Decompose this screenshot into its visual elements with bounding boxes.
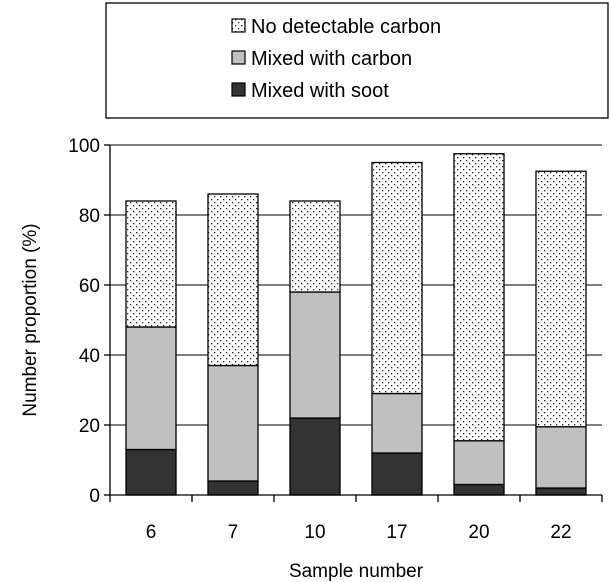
plot-area: 0 20 40 60 80 100 6 7 10 17 20 22	[68, 136, 603, 543]
y-tick-label: 20	[79, 416, 100, 437]
bar-mixed-with-soot-7	[207, 480, 259, 496]
bar-mixed-with-soot-17	[371, 452, 423, 496]
x-tick-label: 20	[468, 522, 489, 543]
x-tick-label: 10	[304, 522, 325, 543]
bar-mixed-with-carbon-6	[125, 326, 177, 451]
bar-mixed-with-soot-22	[535, 487, 587, 496]
bars	[125, 153, 587, 496]
gridlines	[110, 144, 602, 426]
bar-no-detectable-carbon-22	[535, 170, 587, 428]
bar-no-detectable-carbon-17	[371, 161, 423, 395]
x-axis-ticks: 6 7 10 17 20 22	[109, 495, 603, 543]
y-tick-label: 0	[89, 486, 100, 507]
bar-mixed-with-carbon-20	[453, 440, 505, 486]
y-tick-label: 100	[68, 136, 100, 157]
x-tick-label: 17	[386, 522, 407, 543]
x-axis-title: Sample number	[289, 561, 424, 582]
bar-mixed-with-soot-6	[125, 448, 177, 496]
legend-swatch-no-detectable-carbon	[231, 18, 246, 33]
x-tick-label: 6	[146, 522, 157, 543]
bar-no-detectable-carbon-10	[289, 200, 341, 293]
bar-mixed-with-soot-10	[289, 417, 341, 496]
y-axis-ticks: 0 20 40 60 80 100	[68, 136, 110, 507]
bar-no-detectable-carbon-20	[453, 153, 505, 442]
legend-swatch-mixed-with-soot	[231, 82, 246, 97]
y-axis-title: Number proportion (%)	[20, 223, 41, 416]
legend-label-mixed-with-soot: Mixed with soot	[251, 80, 389, 102]
legend-swatch-mixed-with-carbon	[231, 50, 246, 65]
x-tick-label: 7	[228, 522, 239, 543]
x-tick-label: 22	[550, 522, 571, 543]
legend-label-no-detectable-carbon: No detectable carbon	[251, 16, 441, 38]
bar-no-detectable-carbon-7	[207, 193, 259, 367]
legend-label-mixed-with-carbon: Mixed with carbon	[251, 48, 412, 70]
bar-mixed-with-carbon-7	[207, 364, 259, 482]
bar-mixed-with-carbon-10	[289, 291, 341, 419]
bar-no-detectable-carbon-6	[125, 200, 177, 328]
bar-mixed-with-carbon-17	[371, 392, 423, 454]
legend-box	[105, 2, 609, 119]
legend: No detectable carbon Mixed with carbon Mix…	[105, 2, 609, 119]
y-tick-label: 60	[79, 276, 100, 297]
y-tick-label: 80	[79, 206, 100, 227]
bar-mixed-with-carbon-22	[535, 426, 587, 489]
bar-mixed-with-soot-20	[453, 483, 505, 496]
y-tick-label: 40	[79, 346, 100, 367]
